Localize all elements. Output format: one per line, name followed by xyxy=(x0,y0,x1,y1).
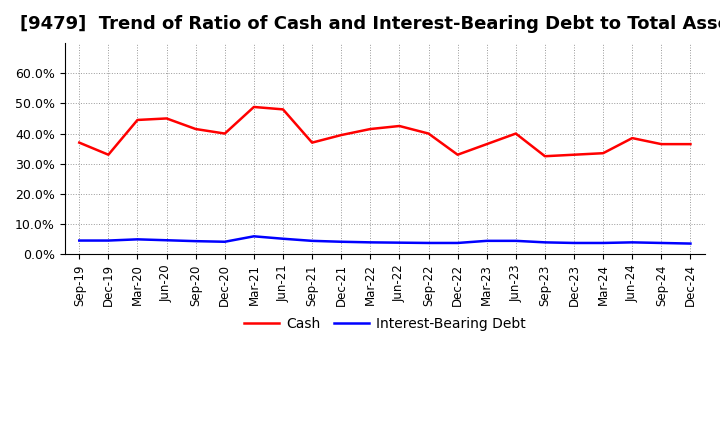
Interest-Bearing Debt xyxy=(279,236,287,242)
Cash xyxy=(133,117,142,123)
Interest-Bearing Debt xyxy=(424,240,433,246)
Interest-Bearing Debt xyxy=(133,237,142,242)
Cash xyxy=(337,132,346,138)
Interest-Bearing Debt xyxy=(337,239,346,244)
Cash xyxy=(570,152,578,158)
Interest-Bearing Debt xyxy=(250,234,258,239)
Cash xyxy=(366,126,374,132)
Cash xyxy=(628,136,636,141)
Interest-Bearing Debt xyxy=(686,241,695,246)
Interest-Bearing Debt xyxy=(570,240,578,246)
Cash xyxy=(482,142,491,147)
Interest-Bearing Debt xyxy=(628,240,636,245)
Interest-Bearing Debt xyxy=(657,240,666,246)
Interest-Bearing Debt xyxy=(599,240,608,246)
Cash xyxy=(250,104,258,110)
Cash xyxy=(307,140,316,145)
Cash xyxy=(279,107,287,112)
Cash xyxy=(220,131,229,136)
Interest-Bearing Debt xyxy=(75,238,84,243)
Interest-Bearing Debt xyxy=(482,238,491,243)
Cash xyxy=(657,142,666,147)
Interest-Bearing Debt xyxy=(307,238,316,243)
Cash xyxy=(395,123,404,128)
Interest-Bearing Debt xyxy=(162,238,171,243)
Cash xyxy=(511,131,520,136)
Interest-Bearing Debt xyxy=(541,240,549,245)
Interest-Bearing Debt xyxy=(104,238,113,243)
Title: [9479]  Trend of Ratio of Cash and Interest-Bearing Debt to Total Assets: [9479] Trend of Ratio of Cash and Intere… xyxy=(20,15,720,33)
Cash xyxy=(454,152,462,158)
Cash xyxy=(599,150,608,156)
Interest-Bearing Debt xyxy=(220,239,229,244)
Cash xyxy=(75,140,84,145)
Cash xyxy=(104,152,113,158)
Cash xyxy=(192,126,200,132)
Interest-Bearing Debt xyxy=(511,238,520,243)
Line: Interest-Bearing Debt: Interest-Bearing Debt xyxy=(79,236,690,244)
Cash xyxy=(424,131,433,136)
Cash xyxy=(162,116,171,121)
Interest-Bearing Debt xyxy=(366,240,374,245)
Interest-Bearing Debt xyxy=(454,240,462,246)
Legend: Cash, Interest-Bearing Debt: Cash, Interest-Bearing Debt xyxy=(239,311,531,336)
Interest-Bearing Debt xyxy=(395,240,404,246)
Cash xyxy=(686,142,695,147)
Line: Cash: Cash xyxy=(79,107,690,156)
Interest-Bearing Debt xyxy=(192,238,200,244)
Cash xyxy=(541,154,549,159)
